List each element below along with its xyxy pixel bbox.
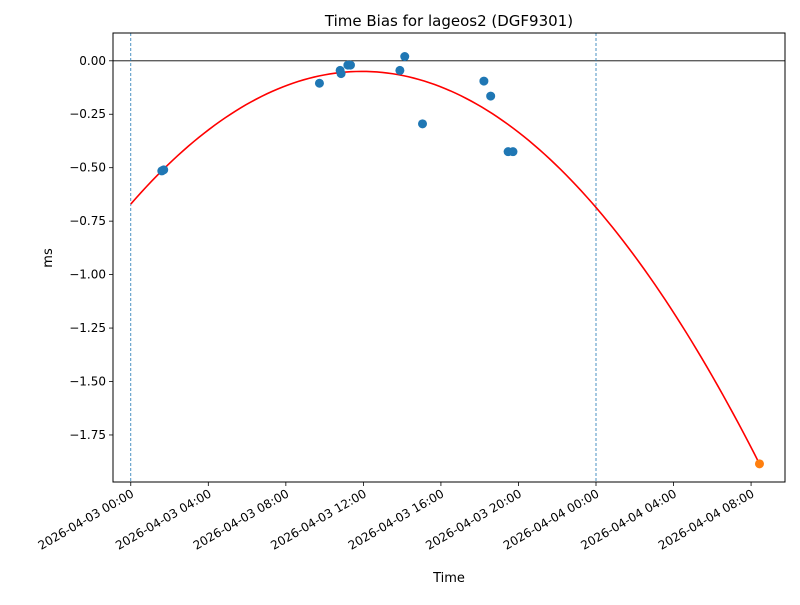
y-axis-label: ms xyxy=(41,248,56,268)
y-tick-label: −0.25 xyxy=(69,107,106,121)
y-tick-label: −0.75 xyxy=(69,214,106,228)
data-point xyxy=(508,147,518,157)
y-tick-label: −1.75 xyxy=(69,428,106,442)
plot-frame xyxy=(112,32,786,483)
plot-area xyxy=(113,33,785,482)
data-point xyxy=(336,69,346,79)
fit-curve xyxy=(130,70,761,465)
data-point xyxy=(159,165,169,175)
data-point xyxy=(345,60,355,70)
y-tick-label: 0.00 xyxy=(79,54,106,68)
predicted-point xyxy=(754,459,764,469)
x-axis-label: Time xyxy=(432,571,465,586)
data-point xyxy=(314,78,324,88)
data-point xyxy=(479,76,489,86)
data-point xyxy=(486,91,496,101)
chart-title: Time Bias for lageos2 (DGF9301) xyxy=(324,12,573,30)
y-tick-label: −1.00 xyxy=(69,268,106,282)
y-tick-label: −0.50 xyxy=(69,161,106,175)
y-tick-label: −1.50 xyxy=(69,375,106,389)
y-tick-label: −1.25 xyxy=(69,321,106,335)
data-point xyxy=(395,65,405,75)
data-point xyxy=(418,119,428,129)
data-point xyxy=(400,52,410,62)
